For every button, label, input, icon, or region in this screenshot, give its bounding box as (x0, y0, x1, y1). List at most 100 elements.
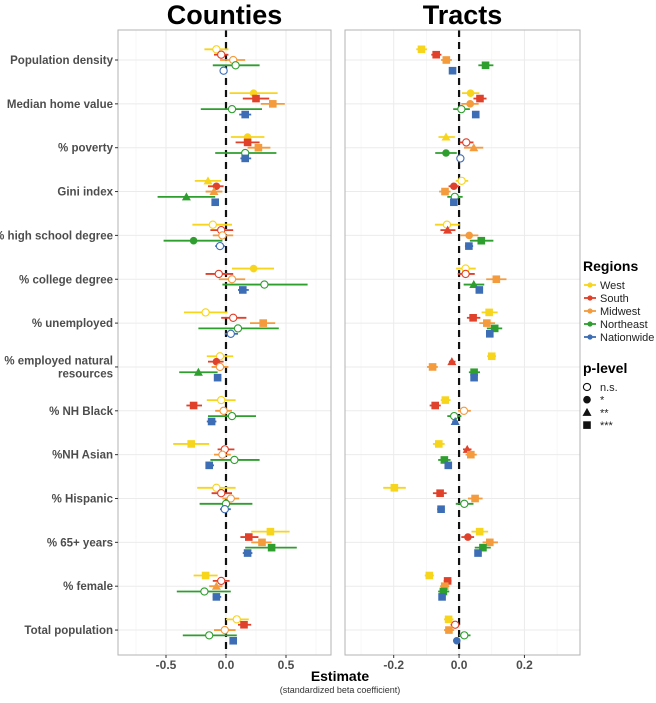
estimate-northeast (435, 149, 457, 157)
estimate-south (205, 269, 234, 279)
estimate-northeast (468, 368, 480, 377)
point-estimate (476, 94, 484, 103)
point-estimate (437, 505, 445, 513)
estimate-northeast (453, 105, 470, 114)
legend-swatch (587, 308, 593, 314)
estimate-midwest (250, 319, 276, 327)
estimate-northeast (463, 280, 485, 289)
estimate-northeast (459, 631, 471, 640)
estimate-south (429, 401, 441, 410)
point-estimate (201, 308, 210, 317)
point-estimate (214, 269, 223, 279)
legend-item-midwest: Midwest (584, 306, 640, 318)
point-estimate (467, 450, 475, 459)
legend-shape-triangle (582, 407, 592, 416)
estimate-nationwide (239, 110, 252, 119)
estimate-northeast (455, 499, 474, 508)
point-estimate (219, 406, 228, 415)
point-estimate (229, 313, 238, 322)
estimate-nationwide (456, 154, 465, 163)
point-estimate (226, 494, 235, 503)
estimate-midwest (215, 406, 232, 415)
panel-background (345, 30, 580, 655)
point-estimate (432, 50, 440, 59)
point-estimate (460, 499, 469, 508)
point-estimate (469, 143, 479, 152)
panel-title: Counties (167, 0, 283, 30)
point-estimate (462, 138, 471, 147)
estimate-south (448, 182, 460, 191)
estimate-west (462, 89, 480, 97)
estimate-northeast (157, 192, 216, 201)
point-estimate (232, 615, 241, 624)
estimate-midwest (482, 538, 498, 547)
point-estimate (474, 549, 482, 557)
estimate-nationwide (219, 66, 228, 75)
point-estimate (425, 571, 434, 580)
estimate-nationwide (474, 549, 482, 557)
estimate-midwest (218, 275, 246, 284)
estimate-south (221, 313, 247, 322)
point-estimate (447, 357, 457, 366)
point-estimate (456, 154, 465, 163)
point-estimate (479, 543, 487, 552)
legend-label: n.s. (600, 382, 618, 394)
point-estimate (220, 625, 229, 635)
legend-shape-open-circle (582, 382, 592, 392)
x-tick-label: 0.0 (451, 658, 468, 672)
estimate-nationwide (450, 198, 458, 207)
point-estimate (231, 61, 240, 70)
estimate-midwest (486, 275, 507, 284)
estimate-south (459, 138, 474, 147)
point-estimate (450, 182, 458, 191)
estimate-nationwide (213, 373, 222, 382)
point-estimate (218, 231, 227, 240)
estimate-northeast (163, 236, 223, 245)
estimate-nationwide (220, 505, 231, 514)
estimate-midwest (479, 319, 496, 327)
point-estimate (266, 527, 275, 536)
y-tick-label: % 65+ years (47, 537, 113, 549)
estimate-west (192, 220, 232, 229)
estimate-west (438, 132, 455, 141)
legend-label: Northeast (600, 319, 648, 331)
estimate-south (473, 94, 487, 103)
x-tick-label: -0.2 (383, 658, 404, 672)
point-estimate (245, 533, 253, 541)
estimate-midwest (440, 582, 450, 590)
estimate-south (457, 269, 475, 279)
point-estimate (440, 456, 449, 464)
estimate-west (481, 308, 498, 317)
estimate-south (238, 620, 252, 629)
estimate-northeast (179, 367, 218, 376)
point-estimate (417, 45, 426, 54)
point-estimate (212, 45, 221, 54)
estimate-nationwide (475, 286, 484, 294)
point-estimate (470, 373, 478, 382)
estimate-midwest (427, 363, 438, 371)
estimate-south (450, 620, 460, 629)
panel-background (118, 30, 331, 655)
point-estimate (481, 61, 490, 70)
point-estimate (466, 89, 475, 97)
legend-item-northeast: Northeast (584, 319, 648, 331)
estimate-northeast (486, 324, 503, 333)
estimate-midwest (209, 581, 223, 590)
legend-swatch (587, 334, 593, 340)
estimate-south (461, 533, 475, 541)
estimate-nationwide (464, 242, 474, 250)
point-estimate (220, 505, 229, 514)
point-estimate (208, 220, 217, 229)
point-estimate (436, 489, 444, 497)
estimate-nationwide (206, 417, 217, 426)
y-tick-label: Total population (24, 625, 113, 637)
estimate-west (440, 396, 451, 404)
estimate-west (206, 395, 236, 405)
estimate-northeast (176, 587, 231, 596)
x-tick-label: -0.5 (156, 658, 177, 672)
point-estimate (470, 368, 478, 377)
estimate-midwest (212, 231, 234, 240)
point-estimate (227, 275, 237, 284)
estimate-midwest (441, 56, 452, 64)
